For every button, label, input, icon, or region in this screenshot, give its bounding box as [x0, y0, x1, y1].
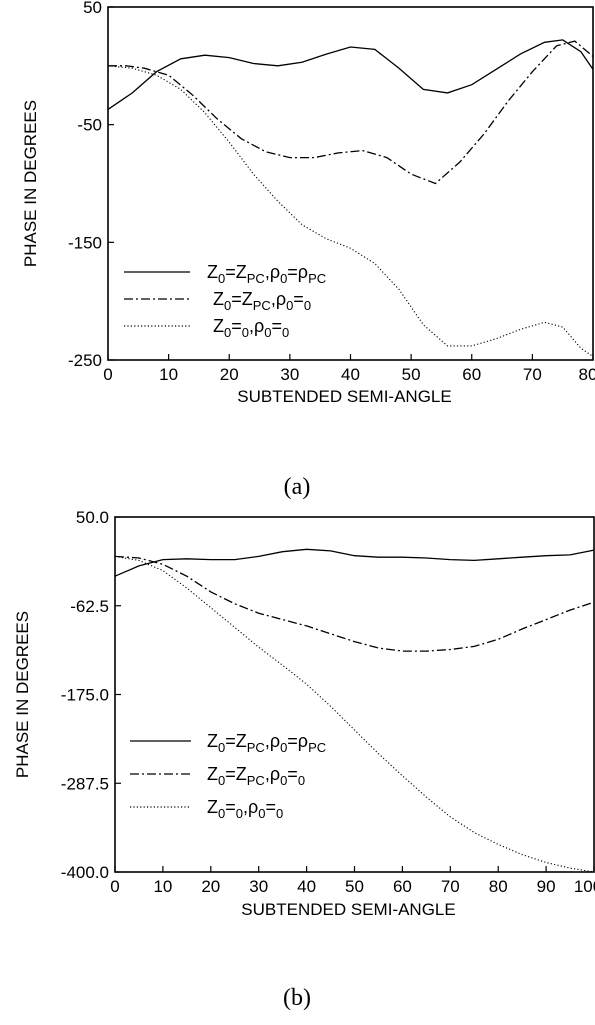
x-tick-label: 30: [249, 877, 268, 896]
x-tick-label: 20: [220, 365, 239, 384]
x-tick-label: 50: [402, 365, 421, 384]
series-line-dashdot: [114, 555, 595, 652]
figure-caption: (a): [284, 474, 311, 500]
x-tick-label: 0: [110, 877, 119, 896]
x-tick-label: 90: [537, 877, 556, 896]
plot-frame-a: [107, 6, 594, 361]
series-line-solid: [114, 548, 595, 577]
y-tick-label: -250: [68, 351, 102, 370]
legend-label: Z0=0,ρ0=0: [207, 797, 283, 821]
y-tick-label: -150: [68, 233, 102, 252]
y-tick-label: -287.5: [61, 774, 109, 793]
series-line-dotted: [114, 555, 595, 873]
x-tick-label: 40: [297, 877, 316, 896]
y-tick-label: -50: [77, 116, 102, 135]
x-tick-label: 70: [523, 365, 542, 384]
legend-label: Z0=ZPC,ρ0=ρPC: [207, 731, 326, 755]
x-axis-label: SUBTENDED SEMI-ANGLE: [237, 387, 451, 406]
y-tick-label: -400.0: [61, 863, 109, 882]
y-axis-label: PHASE IN DEGREES: [21, 100, 40, 267]
x-axis-label: SUBTENDED SEMI-ANGLE: [241, 900, 455, 919]
series-line-dotted: [107, 65, 594, 357]
legend-label: Z0=0,ρ0=0: [213, 316, 289, 340]
x-tick-label: 60: [462, 365, 481, 384]
x-tick-label: 70: [441, 877, 460, 896]
x-tick-label: 10: [153, 877, 172, 896]
y-tick-label: 50: [83, 0, 102, 17]
x-tick-label: 10: [159, 365, 178, 384]
x-tick-label: 40: [341, 365, 360, 384]
plot-frame-b: [114, 516, 595, 873]
x-tick-label: 60: [393, 877, 412, 896]
legend-label: Z0=ZPC,ρ0=0: [213, 289, 311, 313]
y-tick-label: -175.0: [61, 686, 109, 705]
x-tick-label: 100: [574, 877, 595, 896]
y-axis-label: PHASE IN DEGREES: [13, 611, 32, 778]
x-tick-label: 50: [345, 877, 364, 896]
series-line-dashdot: [108, 40, 594, 185]
legend-label: Z0=ZPC,ρ0=ρPC: [207, 262, 326, 286]
figure-caption: (b): [283, 985, 311, 1011]
x-tick-label: 80: [579, 365, 595, 384]
x-tick-label: 80: [489, 877, 508, 896]
y-tick-label: 50.0: [76, 508, 109, 527]
x-tick-label: 30: [280, 365, 299, 384]
x-tick-label: 0: [103, 365, 112, 384]
legend-label: Z0=ZPC,ρ0=0: [207, 764, 305, 788]
y-tick-label: -62.5: [70, 597, 109, 616]
series-line-solid: [107, 39, 594, 110]
x-tick-label: 20: [201, 877, 220, 896]
